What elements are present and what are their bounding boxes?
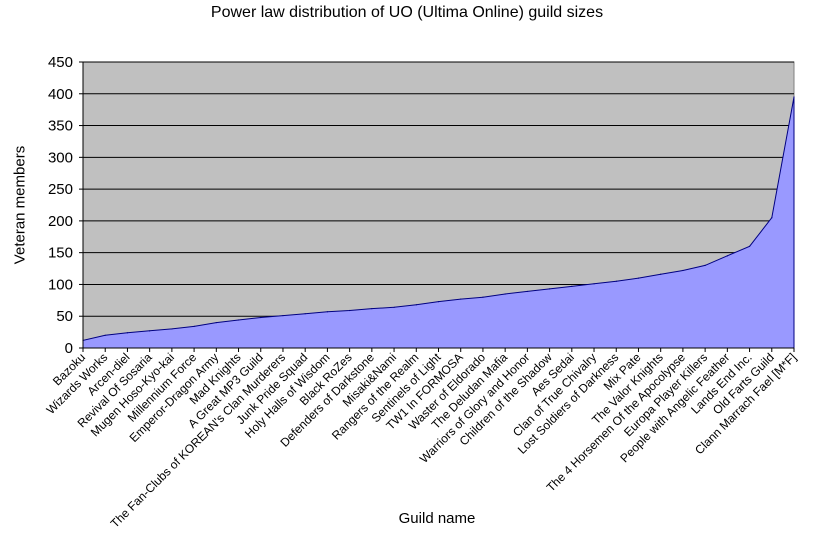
axes: [82, 62, 794, 349]
y-tick-label: 350: [48, 118, 73, 135]
data-points: [82, 96, 795, 341]
data-point: [460, 298, 462, 300]
data-point: [571, 285, 573, 287]
y-tick-label: 200: [48, 213, 73, 230]
data-point: [215, 321, 217, 324]
data-point: [371, 307, 373, 310]
y-tick-label: 100: [48, 276, 73, 293]
data-point: [304, 313, 306, 315]
data-point: [237, 319, 240, 321]
data-point: [704, 264, 706, 266]
data-point: [682, 269, 684, 272]
data-point: [260, 316, 262, 319]
data-point: [660, 273, 662, 275]
series-area: [82, 96, 795, 349]
gridlines: [83, 61, 794, 349]
data-point: [637, 277, 640, 279]
data-point: [193, 325, 195, 327]
data-point: [149, 330, 151, 332]
data-point: [748, 245, 751, 247]
y-tick-label: 250: [48, 181, 73, 198]
y-axis-ticks: 0 50 100 150 200 250 300 350 400 450: [48, 54, 83, 357]
data-point: [482, 296, 484, 298]
data-point: [171, 328, 173, 330]
data-point: [326, 311, 329, 313]
data-point: [593, 283, 595, 285]
data-point: [282, 314, 284, 317]
data-point: [349, 309, 351, 312]
y-tick-label: 150: [48, 245, 73, 262]
data-point: [771, 217, 773, 219]
y-tick-label: 0: [65, 340, 73, 357]
data-point: [526, 290, 528, 293]
data-point: [726, 255, 728, 257]
data-point: [437, 301, 440, 303]
y-tick-label: 50: [56, 308, 73, 325]
data-point: [415, 304, 417, 306]
y-tick-label: 450: [48, 54, 73, 71]
data-point: [104, 334, 106, 336]
y-tick-label: 300: [48, 149, 73, 166]
data-point: [504, 293, 506, 295]
chart-title: Power law distribution of UO (Ultima Onl…: [210, 4, 604, 21]
data-point: [615, 280, 617, 282]
x-axis-label: Guild name: [398, 510, 476, 527]
data-point: [126, 332, 129, 334]
data-point: [548, 288, 551, 290]
data-point: [393, 306, 395, 308]
y-tick-label: 400: [48, 86, 73, 103]
data-point: [793, 96, 795, 98]
